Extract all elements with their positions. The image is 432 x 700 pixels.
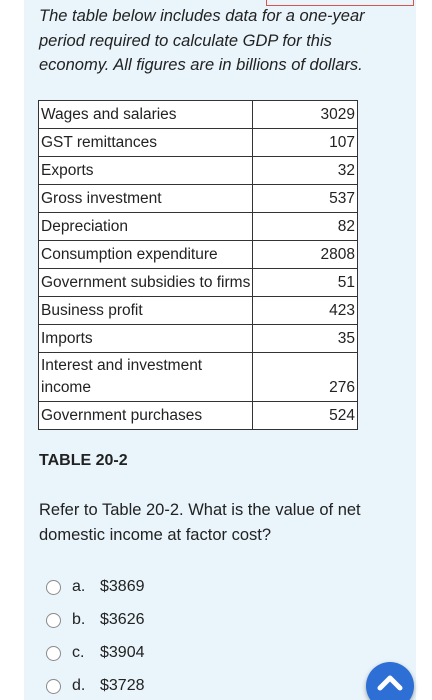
radio-button[interactable]: [46, 678, 61, 694]
table-row: Imports 35: [37, 324, 358, 353]
option-b[interactable]: b. $3626: [46, 608, 145, 632]
table-row: Interest and investment income 276: [37, 352, 358, 402]
table-row: GST remittances 107: [37, 128, 358, 157]
option-letter: a.: [72, 578, 86, 595]
row-label: Imports: [37, 324, 254, 353]
row-label: Gross investment: [37, 184, 254, 213]
radio-button[interactable]: [46, 612, 61, 628]
chevron-up-icon: [377, 675, 403, 691]
table-row: Depreciation 82: [37, 212, 358, 241]
option-d[interactable]: d. $3728: [46, 674, 145, 698]
row-value: 35: [252, 324, 358, 353]
gdp-data-table: Wages and salaries 3029 GST remittances …: [37, 100, 358, 430]
table-row: Business profit 423: [37, 296, 358, 325]
row-value: 32: [252, 156, 358, 185]
option-letter: d.: [72, 677, 86, 694]
option-letter: b.: [72, 611, 86, 628]
row-value: 276: [252, 352, 358, 402]
option-letter: c.: [72, 644, 85, 661]
question-text: Refer to Table 20-2. What is the value o…: [39, 501, 361, 544]
table-row: Consumption expenditure 2808: [37, 240, 358, 269]
table-row: Government subsidies to firms 51: [37, 268, 358, 297]
option-a[interactable]: a. $3869: [46, 575, 145, 599]
table-row: Exports 32: [37, 156, 358, 185]
table-row: Government purchases 524: [37, 401, 358, 430]
top-edge-box: [266, 0, 414, 6]
radio-button[interactable]: [46, 579, 61, 595]
row-label: Business profit: [37, 296, 254, 325]
row-label: GST remittances: [37, 128, 254, 157]
table-row: Wages and salaries 3029: [37, 100, 358, 129]
row-label: Interest and investment income: [37, 352, 254, 402]
row-value: 537: [252, 184, 358, 213]
row-label: Depreciation: [37, 212, 254, 241]
row-value: 524: [252, 401, 358, 430]
row-label: Exports: [37, 156, 254, 185]
row-value: 423: [252, 296, 358, 325]
option-text: $3869: [100, 578, 145, 595]
option-text: $3728: [100, 677, 145, 694]
row-label: Wages and salaries: [37, 100, 254, 129]
row-label: Government purchases: [37, 401, 254, 430]
scroll-to-top-button[interactable]: [366, 662, 414, 700]
row-value: 107: [252, 128, 358, 157]
intro-text: The table below includes data for a one-…: [39, 7, 365, 74]
row-label: Government subsidies to firms: [37, 268, 254, 297]
table-caption: TABLE 20-2: [39, 452, 128, 469]
row-value: 82: [252, 212, 358, 241]
row-label: Consumption expenditure: [37, 240, 254, 269]
table-row: Gross investment 537: [37, 184, 358, 213]
row-value: 51: [252, 268, 358, 297]
row-value: 2808: [252, 240, 358, 269]
radio-button[interactable]: [46, 645, 61, 661]
row-value: 3029: [252, 100, 358, 129]
option-text: $3904: [100, 644, 145, 661]
option-c[interactable]: c. $3904: [46, 641, 145, 665]
option-text: $3626: [100, 611, 145, 628]
